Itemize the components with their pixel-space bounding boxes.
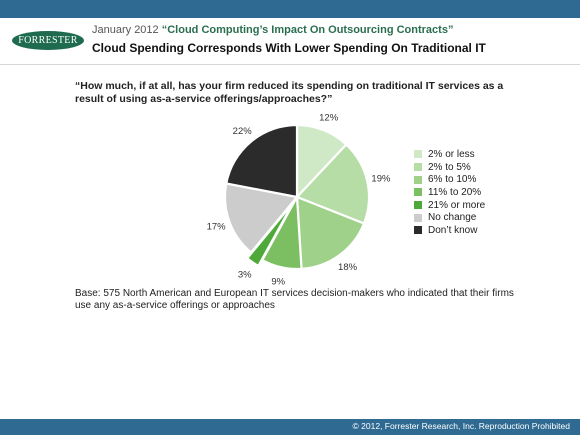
legend-swatch (414, 213, 422, 222)
pie-slice-don-t-know (224, 123, 299, 199)
legend-swatch (414, 201, 422, 210)
legend-swatch (414, 163, 422, 172)
data-label-6-to-10: 18% (338, 262, 358, 273)
legend-label: 21% or more (428, 199, 486, 211)
pie-slice-no-change (223, 182, 300, 255)
legend-item-21-or-more: 21% or more (414, 199, 485, 212)
data-label-no-change: 17% (207, 222, 227, 233)
top-bar (0, 0, 580, 18)
page-title: Cloud Spending Corresponds With Lower Sp… (92, 41, 486, 55)
legend-swatch (414, 150, 422, 159)
report-date-line: January 2012 “Cloud Computing’s Impact O… (92, 24, 453, 36)
legend-item-2-or-less: 2% or less (414, 148, 485, 161)
legend-item-6-to-10: 6% to 10% (414, 173, 485, 186)
pie-slice-21-or-more (245, 202, 295, 268)
data-label-11-to-20: 9% (271, 276, 285, 287)
forrester-logo: FORRESTER (12, 31, 84, 50)
copyright-text: © 2012, Forrester Research, Inc. Reprodu… (352, 421, 570, 431)
data-label-don-t-know: 22% (233, 126, 253, 137)
legend-swatch (414, 188, 422, 197)
data-label-2-to-5: 19% (371, 174, 391, 185)
legend-label: No change (428, 212, 477, 224)
legend-label: 2% to 5% (428, 161, 471, 173)
legend-item-don-t-know: Don’t know (414, 224, 485, 237)
legend-label: 11% to 20% (428, 186, 482, 198)
footer-bar: © 2012, Forrester Research, Inc. Reprodu… (0, 419, 580, 435)
legend-label: Don’t know (428, 224, 478, 236)
header-divider (0, 64, 580, 65)
legend-item-2-to-5: 2% to 5% (414, 161, 485, 174)
report-date: January 2012 (92, 24, 159, 36)
pie-slice-6-to-10 (295, 195, 366, 271)
legend-swatch (414, 226, 422, 235)
base-note: Base: 575 North American and European IT… (75, 288, 514, 311)
report-title: “Cloud Computing’s Impact On Outsourcing… (161, 24, 454, 36)
data-label-2-or-less: 12% (319, 113, 339, 124)
legend-item-11-to-20: 11% to 20% (414, 186, 485, 199)
data-label-21-or-more: 3% (238, 269, 252, 280)
legend-label: 2% or less (428, 148, 475, 160)
chart-legend: 2% or less 2% to 5% 6% to 10% 11% to 20% 21%… (414, 148, 485, 237)
legend-label: 6% to 10% (428, 174, 477, 186)
legend-item-no-change: No change (414, 211, 485, 224)
chart-title: “How much, if at all, has your firm redu… (75, 80, 504, 105)
legend-swatch (414, 175, 422, 184)
pie-chart: 12% 19% 18% 9% 3% 17% 22% (207, 113, 391, 288)
